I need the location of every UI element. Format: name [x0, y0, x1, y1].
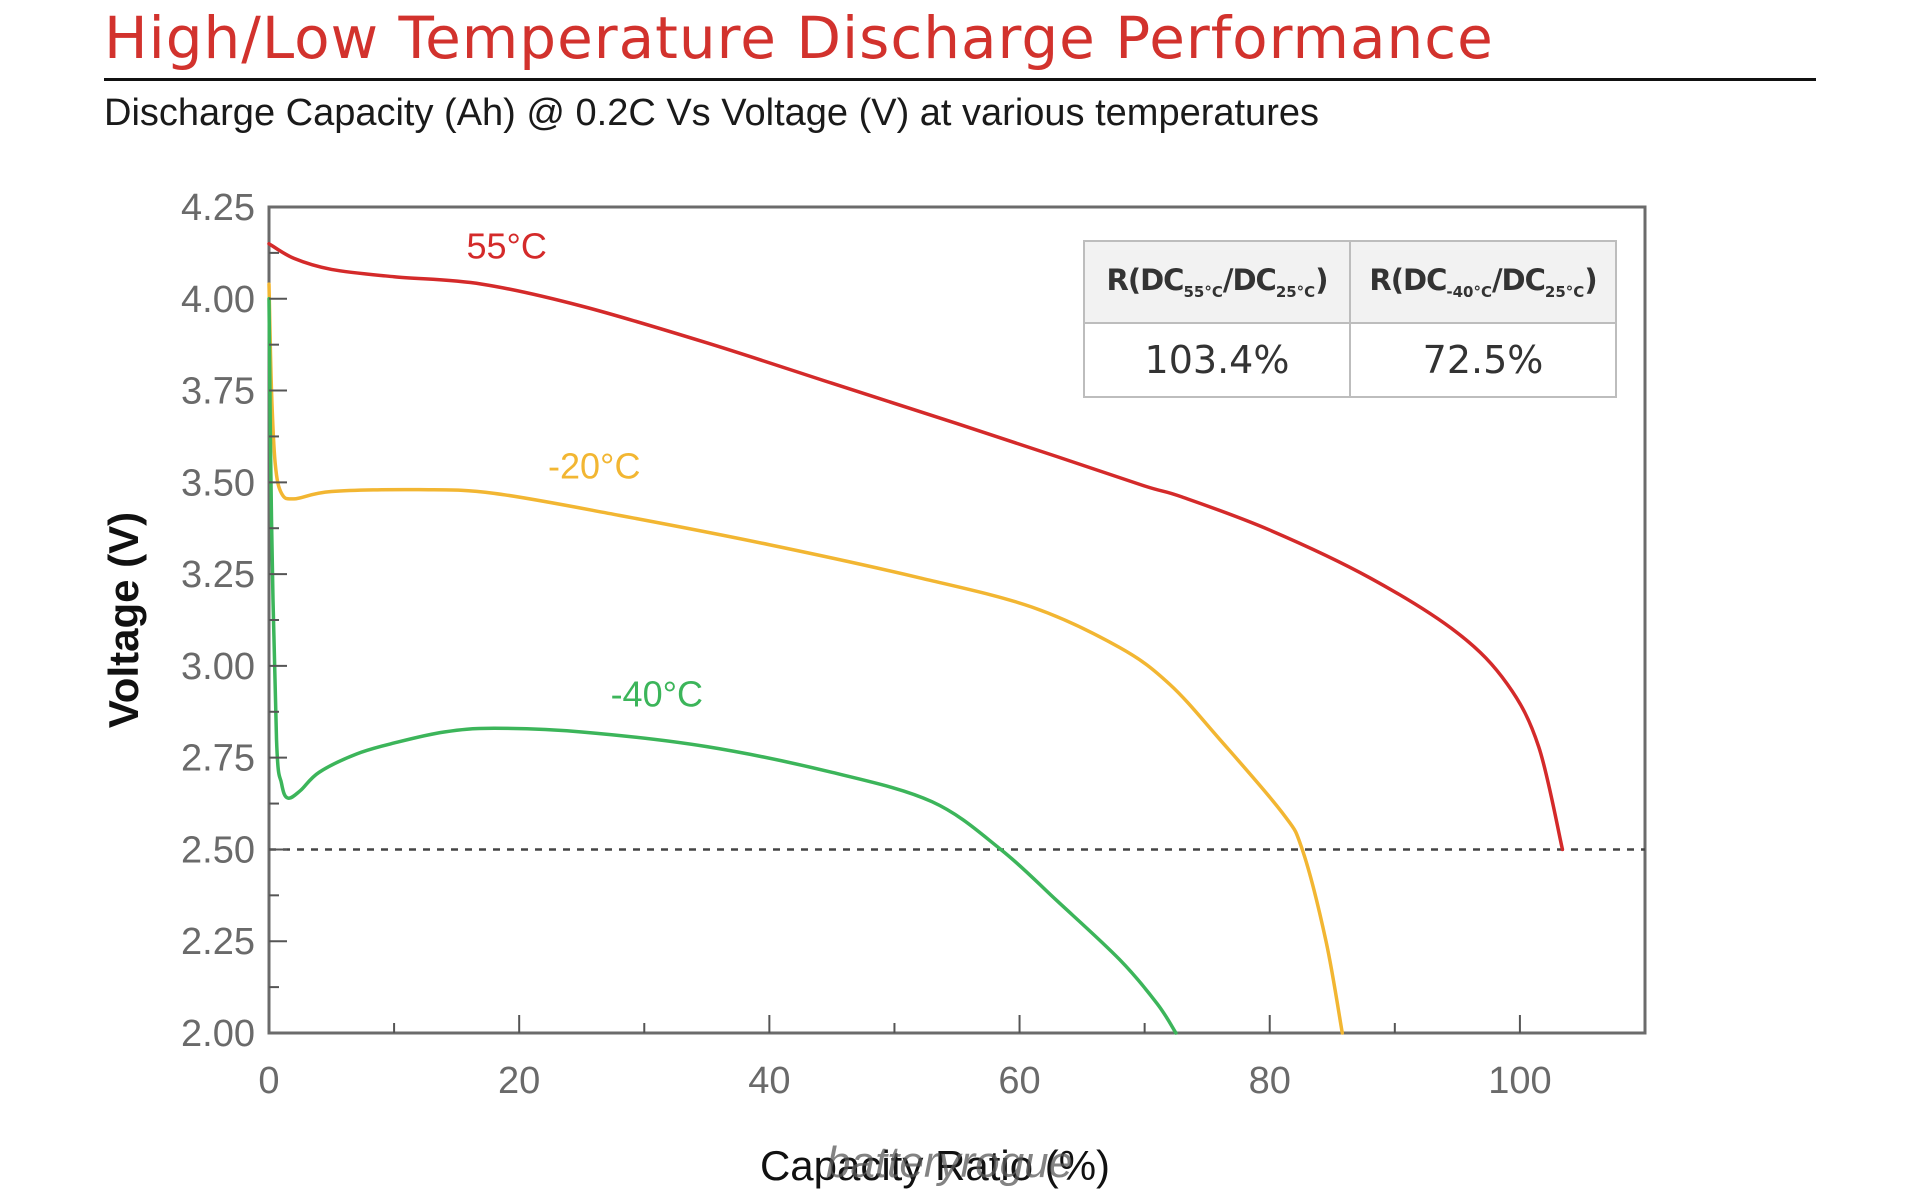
x-tick-label: 80 [1249, 1060, 1291, 1102]
y-tick-label: 3.75 [181, 371, 255, 413]
y-tick-label: 4.25 [181, 187, 255, 229]
y-tick-label: 3.00 [181, 646, 255, 688]
y-tick-label: 4.00 [181, 279, 255, 321]
x-tick-label: 60 [998, 1060, 1040, 1102]
ratio-table-value-row: 103.4% 72.5% [1083, 322, 1617, 398]
y-tick-label: 2.50 [181, 829, 255, 871]
chart-title: High/Low Temperature Discharge Performan… [104, 4, 1494, 72]
ratio-value-minus40c: 72.5% [1349, 322, 1617, 398]
y-tick-label: 3.50 [181, 462, 255, 504]
y-axis-title: Voltage (V) [100, 512, 147, 728]
x-axis-title: Capacity Ratio (%) [760, 1142, 1110, 1189]
series-line-55c [267, 241, 1565, 852]
y-tick-label: 2.25 [181, 921, 255, 963]
chart-subtitle: Discharge Capacity (Ah) @ 0.2C Vs Voltag… [104, 92, 1319, 134]
series-label-minus20c: -20°C [548, 446, 640, 487]
y-tick-label: 2.75 [181, 738, 255, 780]
x-tick-label: 20 [498, 1060, 540, 1102]
title-divider [104, 78, 1816, 81]
y-tick-label: 3.25 [181, 554, 255, 596]
series-label-minus40c: -40°C [611, 673, 703, 714]
capacity-ratio-table: R(DC55°C/DC25°C) R(DC-40°C/DC25°C) 103.4… [1083, 240, 1617, 398]
ratio-value-55c: 103.4% [1083, 322, 1351, 398]
ratio-header-minus40c: R(DC-40°C/DC25°C) [1349, 240, 1617, 324]
watermark: batteryrogue [826, 1138, 1074, 1187]
x-tick-label: 100 [1488, 1060, 1551, 1102]
series-label-55c: 55°C [466, 225, 546, 266]
series-line-minus40c [267, 297, 1178, 1035]
series-line-minus20c [267, 282, 1345, 1035]
x-tick-label: 0 [258, 1060, 279, 1102]
ratio-header-55c: R(DC55°C/DC25°C) [1083, 240, 1351, 324]
y-tick-label: 2.00 [181, 1013, 255, 1055]
ratio-table-header-row: R(DC55°C/DC25°C) R(DC-40°C/DC25°C) [1083, 240, 1617, 324]
x-tick-label: 40 [748, 1060, 790, 1102]
